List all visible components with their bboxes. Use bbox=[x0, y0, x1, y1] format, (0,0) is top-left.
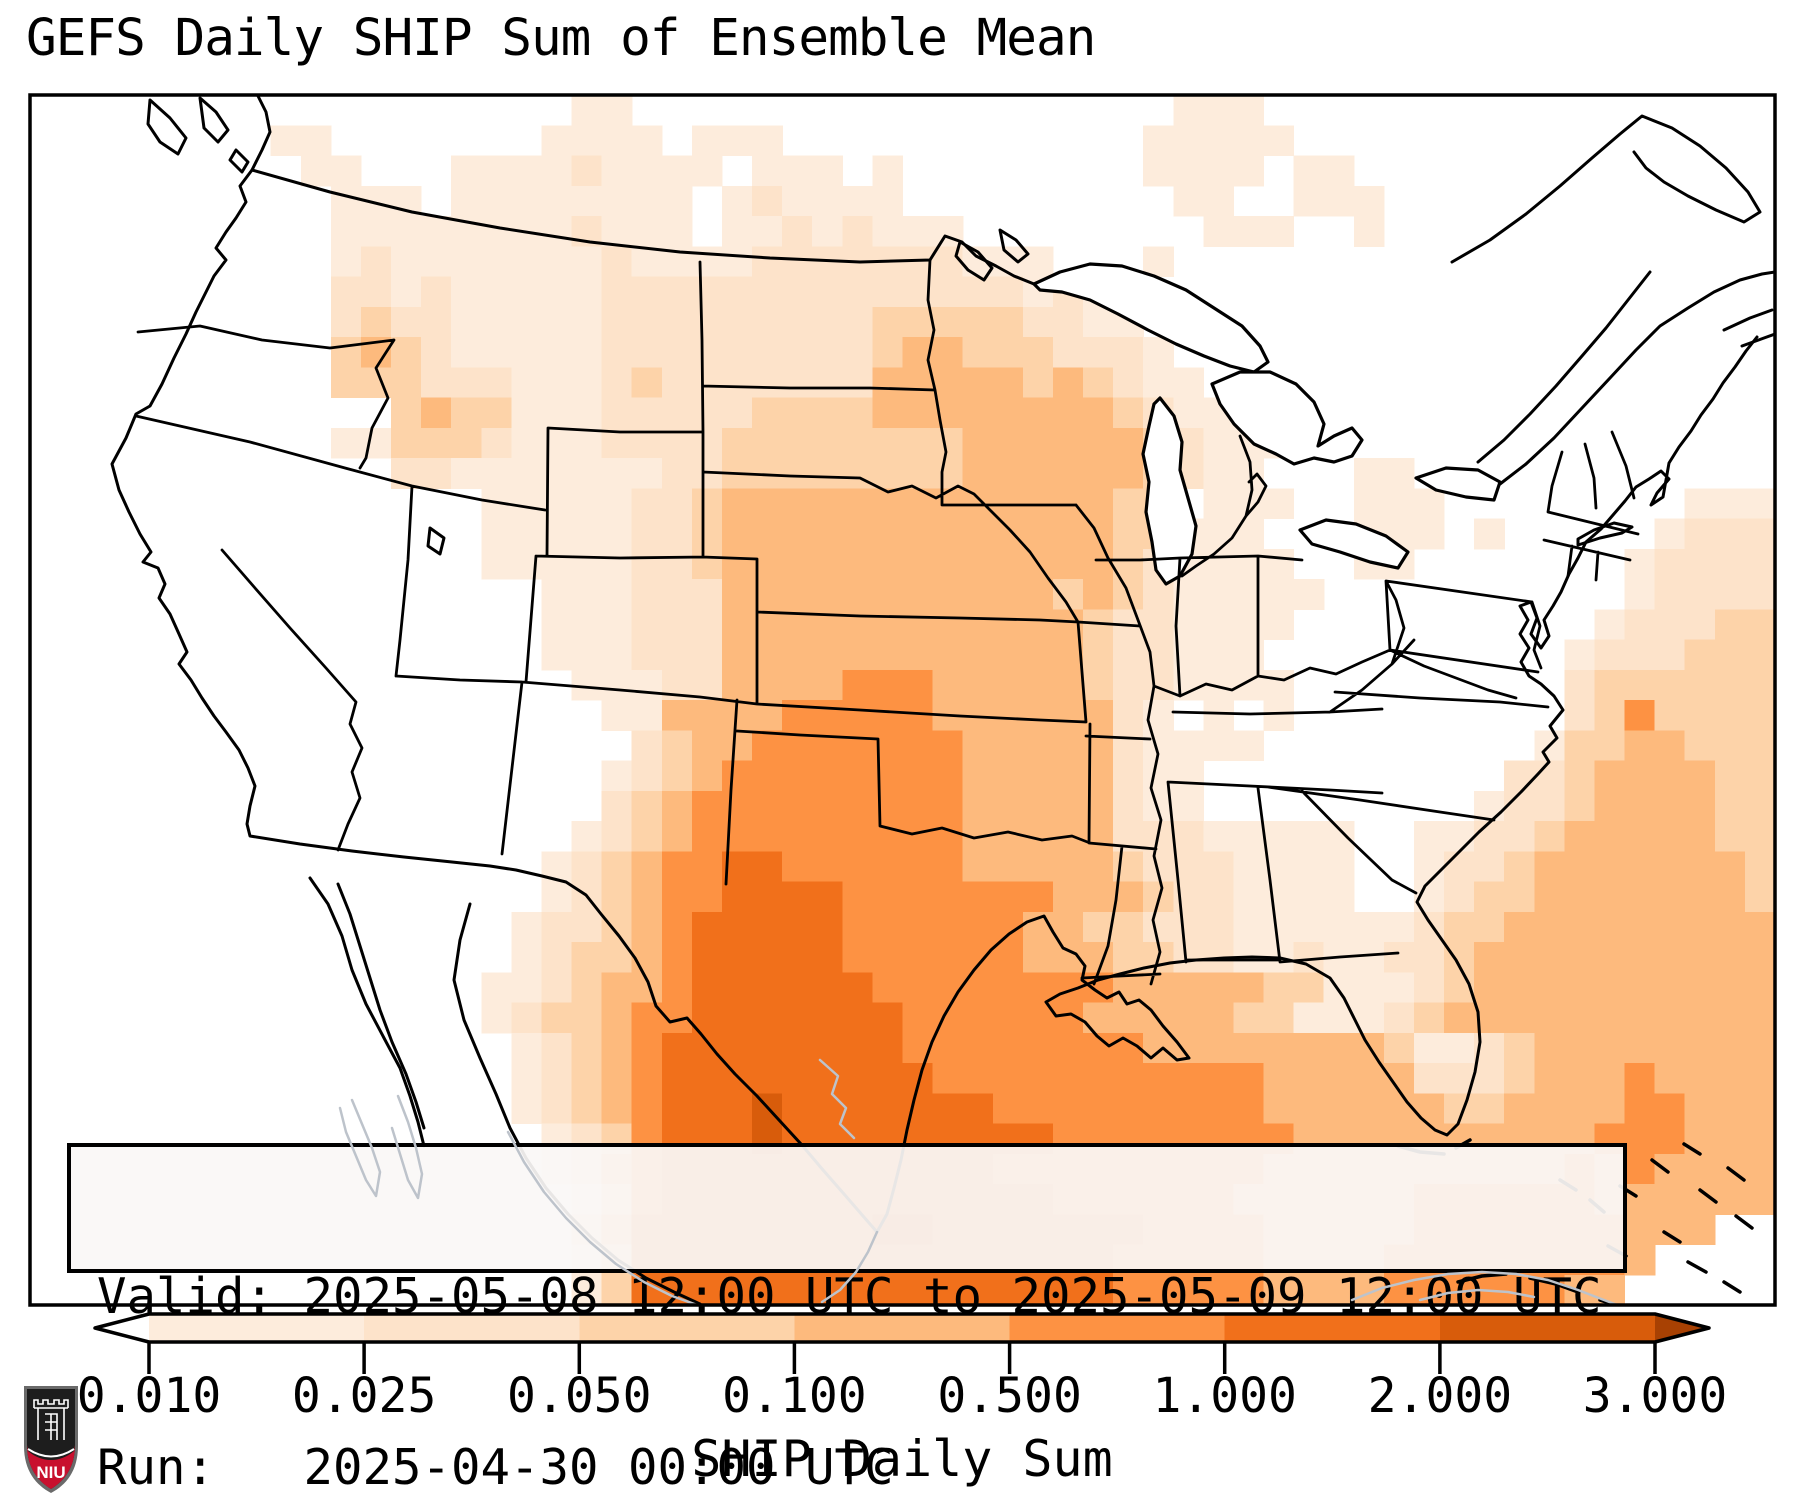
long-island bbox=[1576, 521, 1634, 547]
colorbar-segment bbox=[149, 1314, 365, 1342]
lake-ontario bbox=[1414, 466, 1502, 502]
baja-gray bbox=[338, 1094, 424, 1200]
colorbar-tick-label: 1.000 bbox=[1152, 1368, 1297, 1424]
cuba-gray bbox=[1350, 1270, 1621, 1305]
canada-border bbox=[250, 168, 1036, 286]
st-lawrence-south bbox=[1498, 270, 1775, 486]
niu-logo: NIU bbox=[24, 1386, 78, 1493]
colorbar-label: SHIP Daily Sum bbox=[691, 1430, 1113, 1488]
state-borders bbox=[134, 258, 1640, 986]
colorbar-under-arrow bbox=[95, 1314, 149, 1342]
colorbar-segment bbox=[1009, 1314, 1226, 1342]
niu-swoosh bbox=[27, 1448, 75, 1458]
gaspe-coast bbox=[1450, 114, 1762, 264]
colorbar-tick-label: 0.100 bbox=[722, 1368, 867, 1424]
coastlines-and-borders bbox=[110, 95, 1775, 1305]
lake-michigan bbox=[1141, 396, 1198, 586]
page-title: GEFS Daily SHIP Sum of Ensemble Mean bbox=[26, 9, 1096, 68]
colorbar-segment bbox=[579, 1314, 795, 1342]
nova-scotia bbox=[1722, 308, 1775, 348]
st-lawrence-north bbox=[1476, 270, 1652, 464]
colorbar-segment bbox=[364, 1314, 580, 1342]
castle-icon bbox=[33, 1399, 69, 1440]
colorbar-tick-label: 3.000 bbox=[1583, 1368, 1728, 1424]
colorbar-tick-label: 0.010 bbox=[77, 1368, 222, 1424]
lake-superior bbox=[1032, 262, 1270, 374]
mexico-mainland-gray bbox=[506, 1130, 701, 1305]
colorbar-segment bbox=[1439, 1314, 1656, 1342]
colorbar-segment bbox=[794, 1314, 1010, 1342]
pacific-islands bbox=[146, 96, 250, 174]
colorbar-tick-label: 2.000 bbox=[1368, 1368, 1513, 1424]
great-lakes bbox=[1032, 262, 1502, 586]
lake-huron bbox=[1210, 370, 1364, 466]
lake-erie bbox=[1298, 518, 1410, 570]
colorbar-tick-label: 0.050 bbox=[507, 1368, 652, 1424]
niu-letters: NIU bbox=[36, 1463, 65, 1482]
us-coastline bbox=[110, 95, 1759, 1234]
colorbar-tick-label: 0.500 bbox=[937, 1368, 1082, 1424]
gray-coastlines bbox=[338, 1058, 1621, 1305]
rio-grande-gray bbox=[818, 1058, 879, 1304]
colorbar-segment bbox=[1224, 1314, 1441, 1342]
run-time-text: Run: 2025-04-30 00:00 UTC bbox=[97, 1439, 894, 1496]
colorbar-tick-label: 0.025 bbox=[292, 1368, 437, 1424]
great-salt-lake bbox=[426, 526, 446, 556]
colorbar-over-arrow bbox=[1655, 1314, 1709, 1342]
map-frame bbox=[28, 93, 1777, 1307]
colorbar: 0.010 0.025 0.050 0.100 0.500 1.000 2.000 3.000 bbox=[77, 1312, 1728, 1424]
border-lakes bbox=[954, 228, 1030, 282]
niu-shield-red bbox=[27, 1445, 75, 1489]
